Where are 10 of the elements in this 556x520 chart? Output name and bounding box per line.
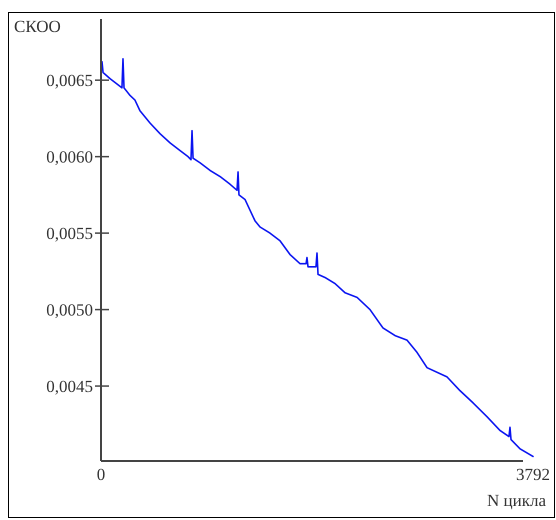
y-tick-label: 0,0060 <box>46 148 93 167</box>
line-series <box>101 58 534 458</box>
x-tick-label: 3792 <box>516 465 550 484</box>
y-tick-label: 0,0050 <box>46 300 93 320</box>
y-tick-label: 0,0065 <box>46 71 93 90</box>
y-tick-label: 0,0055 <box>46 224 93 244</box>
y-tick-label: 0,0045 <box>46 377 93 396</box>
y-axis-title: СКОО <box>14 17 61 36</box>
x-tick-label: 0 <box>96 465 106 484</box>
x-axis-title: N цикла <box>486 491 546 510</box>
